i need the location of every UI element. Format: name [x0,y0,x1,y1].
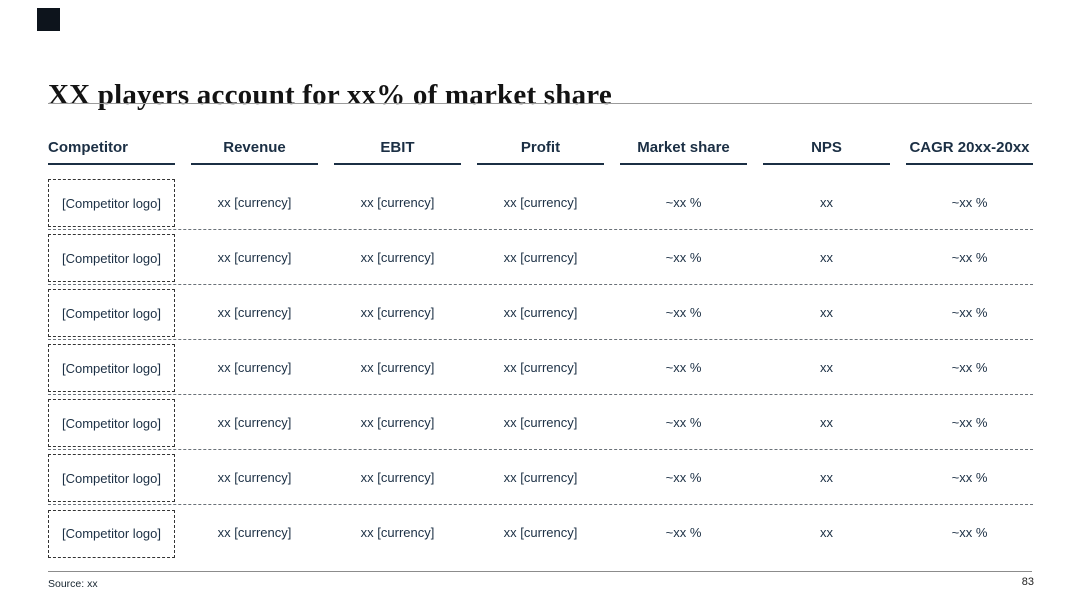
column-header-profit: Profit [477,139,604,165]
column-header-competitor: Competitor [48,139,175,165]
nps-cell: xx [820,525,833,540]
table-row: [Competitor logo] xx [currency] xx [curr… [48,230,1033,285]
cagr-cell: ~xx % [951,359,988,375]
revenue-cell: xx [currency] [217,469,292,485]
competitor-logo-placeholder: [Competitor logo] [48,454,175,502]
ebit-cell: xx [currency] [360,194,435,210]
page-number: 83 [1021,576,1034,588]
table-row: [Competitor logo] xx [currency] xx [curr… [48,340,1033,395]
column-header-ebit: EBIT [334,139,461,165]
competitor-logo-label: [Competitor logo] [62,526,161,541]
column-header-revenue: Revenue [191,139,318,165]
revenue-cell: xx [currency] [217,359,292,375]
cagr-cell: ~xx % [951,194,988,210]
competitor-logo-label: [Competitor logo] [62,305,161,321]
column-header-cagr: CAGR 20xx-20xx [906,139,1033,165]
table-row: [Competitor logo] xx [currency] xx [curr… [48,285,1033,340]
nps-cell: xx [820,469,833,485]
revenue-cell: xx [currency] [217,249,292,265]
table-row: [Competitor logo] xx [currency] xx [curr… [48,450,1033,505]
nps-cell: xx [820,359,833,375]
ebit-cell: xx [currency] [360,414,435,430]
ebit-cell: xx [currency] [360,359,435,375]
slide-title: XX players account for xx% of market sha… [48,79,612,112]
revenue-cell: xx [currency] [217,525,292,540]
profit-cell: xx [currency] [503,414,578,430]
market-share-cell: ~xx % [665,359,702,375]
competitor-logo-label: [Competitor logo] [62,250,161,266]
competitor-logo-placeholder: [Competitor logo] [48,509,175,558]
column-header-nps: NPS [763,139,890,165]
competitor-logo-label: [Competitor logo] [62,360,161,376]
title-divider [48,103,1032,104]
table-row: [Competitor logo] xx [currency] xx [curr… [48,395,1033,450]
competitor-logo-placeholder: [Competitor logo] [48,289,175,337]
nps-cell: xx [820,304,833,320]
profit-cell: xx [currency] [503,249,578,265]
ebit-cell: xx [currency] [360,304,435,320]
cagr-cell: ~xx % [951,469,988,485]
table-body: [Competitor logo] xx [currency] xx [curr… [48,175,1033,560]
competitor-logo-label: [Competitor logo] [62,470,161,486]
nps-cell: xx [820,249,833,265]
competitor-table: Competitor Revenue EBIT Profit Market sh… [48,139,1033,560]
profit-cell: xx [currency] [503,304,578,320]
competitor-logo-placeholder: [Competitor logo] [48,399,175,447]
profit-cell: xx [currency] [503,359,578,375]
competitor-logo-placeholder: [Competitor logo] [48,344,175,392]
nps-cell: xx [820,194,833,210]
profit-cell: xx [currency] [503,469,578,485]
cagr-cell: ~xx % [951,304,988,320]
competitor-logo-label: [Competitor logo] [62,195,161,211]
cagr-cell: ~xx % [951,525,988,540]
market-share-cell: ~xx % [665,194,702,210]
footer-divider [48,571,1032,572]
ebit-cell: xx [currency] [360,525,435,540]
market-share-cell: ~xx % [665,469,702,485]
cagr-cell: ~xx % [951,249,988,265]
table-row: [Competitor logo] xx [currency] xx [curr… [48,505,1033,560]
column-header-market-share: Market share [620,139,747,165]
competitor-logo-placeholder: [Competitor logo] [48,179,175,227]
logo-square [37,8,60,31]
source-note: Source: xx [48,578,98,590]
cagr-cell: ~xx % [951,414,988,430]
revenue-cell: xx [currency] [217,414,292,430]
market-share-cell: ~xx % [665,304,702,320]
market-share-cell: ~xx % [665,249,702,265]
revenue-cell: xx [currency] [217,194,292,210]
ebit-cell: xx [currency] [360,469,435,485]
competitor-logo-placeholder: [Competitor logo] [48,234,175,282]
competitor-logo-label: [Competitor logo] [62,415,161,431]
ebit-cell: xx [currency] [360,249,435,265]
revenue-cell: xx [currency] [217,304,292,320]
profit-cell: xx [currency] [503,194,578,210]
profit-cell: xx [currency] [503,525,578,540]
market-share-cell: ~xx % [665,525,702,540]
table-header-row: Competitor Revenue EBIT Profit Market sh… [48,139,1033,165]
table-row: [Competitor logo] xx [currency] xx [curr… [48,175,1033,230]
nps-cell: xx [820,414,833,430]
market-share-cell: ~xx % [665,414,702,430]
